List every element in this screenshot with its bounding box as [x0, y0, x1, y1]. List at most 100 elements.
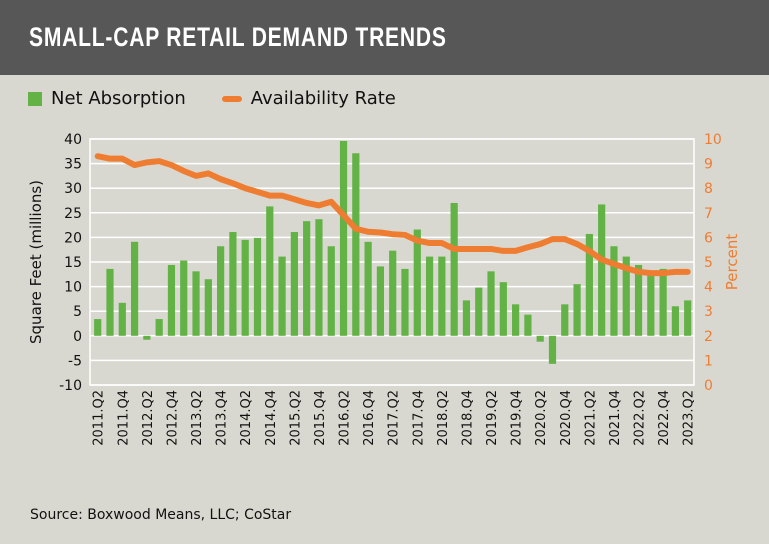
- bar-net-absorption: [352, 153, 360, 336]
- bar-net-absorption: [180, 260, 188, 336]
- x-tick-label: 2020.Q4: [559, 390, 574, 446]
- x-tick-label: 2012.Q4: [165, 390, 180, 446]
- x-tick-label: 2015.Q4: [313, 390, 328, 446]
- x-tick-label: 2020.Q2: [534, 390, 549, 446]
- x-tick-label: 2012.Q2: [141, 390, 156, 446]
- x-tick-label: 2017.Q4: [411, 390, 426, 446]
- left-tick-label: 20: [64, 230, 82, 246]
- right-tick-label: 1: [704, 353, 713, 369]
- right-tick-label: 5: [704, 255, 713, 271]
- bar-net-absorption: [266, 206, 274, 336]
- bar-net-absorption: [389, 250, 397, 336]
- left-tick-label: 25: [64, 206, 82, 222]
- x-tick-label: 2019.Q4: [510, 390, 525, 446]
- x-tick-label: 2021.Q4: [608, 390, 623, 446]
- bar-net-absorption: [647, 271, 655, 336]
- bar-net-absorption: [684, 300, 692, 336]
- bar-net-absorption: [290, 231, 298, 336]
- x-tick-label: 2016.Q4: [362, 390, 377, 446]
- left-tick-label: 15: [64, 255, 82, 271]
- bar-net-absorption: [610, 246, 618, 336]
- x-tick-label: 2018.Q2: [436, 390, 451, 446]
- bar-net-absorption: [524, 314, 532, 336]
- y-axis-title: Square Feet (millions): [27, 180, 45, 344]
- title-bar: SMALL-CAP RETAIL DEMAND TRENDS: [0, 0, 769, 75]
- bar-net-absorption: [585, 233, 593, 336]
- bar-net-absorption: [561, 304, 569, 336]
- x-tick-label: 2013.Q2: [190, 390, 205, 446]
- bar-net-absorption: [192, 271, 200, 336]
- bar-net-absorption: [598, 204, 606, 336]
- left-tick-label: 40: [64, 132, 82, 148]
- y2-axis-title: Percent: [723, 234, 741, 291]
- bar-net-absorption: [229, 231, 237, 336]
- bar-net-absorption: [327, 246, 335, 336]
- x-tick-label: 2011.Q2: [92, 390, 107, 446]
- bar-net-absorption: [364, 241, 372, 336]
- right-tick-label: 4: [704, 280, 713, 296]
- bar-net-absorption: [376, 266, 385, 336]
- bar-net-absorption: [671, 306, 680, 336]
- bar-net-absorption: [303, 221, 311, 336]
- bar-net-absorption: [462, 300, 471, 336]
- bar-net-absorption: [278, 256, 286, 336]
- legend-swatch-net-absorption: [28, 91, 42, 106]
- bar-net-absorption: [315, 219, 323, 336]
- bar-net-absorption: [548, 335, 557, 364]
- bar-net-absorption: [253, 237, 262, 336]
- x-tick-label: 2011.Q4: [116, 390, 131, 446]
- bar-net-absorption: [217, 246, 225, 336]
- bar-net-absorption: [487, 271, 495, 336]
- x-tick-label: 2017.Q2: [387, 390, 402, 446]
- right-tick-label: 7: [704, 206, 713, 222]
- x-tick-label: 2014.Q2: [239, 390, 254, 446]
- left-tick-label: 10: [64, 280, 82, 296]
- x-tick-label: 2015.Q2: [288, 390, 303, 446]
- bar-net-absorption: [130, 241, 139, 336]
- x-tick-label: 2016.Q2: [338, 390, 353, 446]
- left-tick-label: 35: [64, 157, 82, 173]
- bar-net-absorption: [413, 229, 421, 336]
- bar-net-absorption: [401, 268, 409, 336]
- x-tick-label: 2013.Q4: [215, 390, 230, 446]
- bar-net-absorption: [475, 287, 483, 336]
- x-tick-label: 2018.Q4: [460, 390, 475, 446]
- bar-net-absorption: [512, 304, 520, 336]
- line-availability-rate: [94, 153, 691, 277]
- right-tick-label: 10: [704, 132, 722, 148]
- bar-net-absorption: [118, 302, 126, 336]
- bar-net-absorption: [425, 256, 434, 336]
- left-tick-label: -10: [59, 378, 82, 394]
- left-tick-label: 5: [73, 304, 82, 320]
- bar-net-absorption: [155, 319, 163, 336]
- left-tick-label: 0: [73, 329, 82, 345]
- bar-net-absorption: [143, 335, 151, 340]
- bar-net-absorption: [106, 268, 114, 336]
- legend-label-availability-rate: Availability Rate: [250, 88, 396, 109]
- right-tick-label: 8: [704, 181, 713, 197]
- bar-net-absorption: [634, 264, 643, 336]
- right-tick-label: 9: [704, 157, 713, 173]
- bar-net-absorption: [339, 140, 348, 336]
- legend: Net Absorption Availability Rate: [28, 88, 396, 109]
- right-tick-label: 0: [704, 378, 713, 394]
- x-tick-label: 2014.Q4: [264, 390, 279, 446]
- x-tick-label: 2023.Q2: [682, 390, 697, 446]
- bar-net-absorption: [438, 256, 446, 336]
- bar-net-absorption: [450, 202, 458, 336]
- legend-swatch-availability-rate: [221, 95, 242, 102]
- right-tick-label: 6: [704, 230, 713, 246]
- x-tick-label: 2022.Q4: [657, 390, 672, 446]
- left-tick-label: -5: [68, 353, 82, 369]
- right-tick-label: 2: [704, 329, 713, 345]
- bar-net-absorption: [659, 268, 667, 336]
- bar-net-absorption: [573, 284, 581, 336]
- bar-net-absorption: [499, 282, 507, 336]
- bar-net-absorption: [536, 335, 544, 342]
- x-tick-label: 2022.Q2: [633, 390, 648, 446]
- bar-net-absorption: [622, 256, 630, 336]
- chart-title: SMALL-CAP RETAIL DEMAND TRENDS: [29, 22, 447, 52]
- bar-net-absorption: [94, 319, 102, 336]
- source-note: Source: Boxwood Means, LLC; CoStar: [30, 507, 292, 523]
- bar-net-absorption: [241, 239, 249, 336]
